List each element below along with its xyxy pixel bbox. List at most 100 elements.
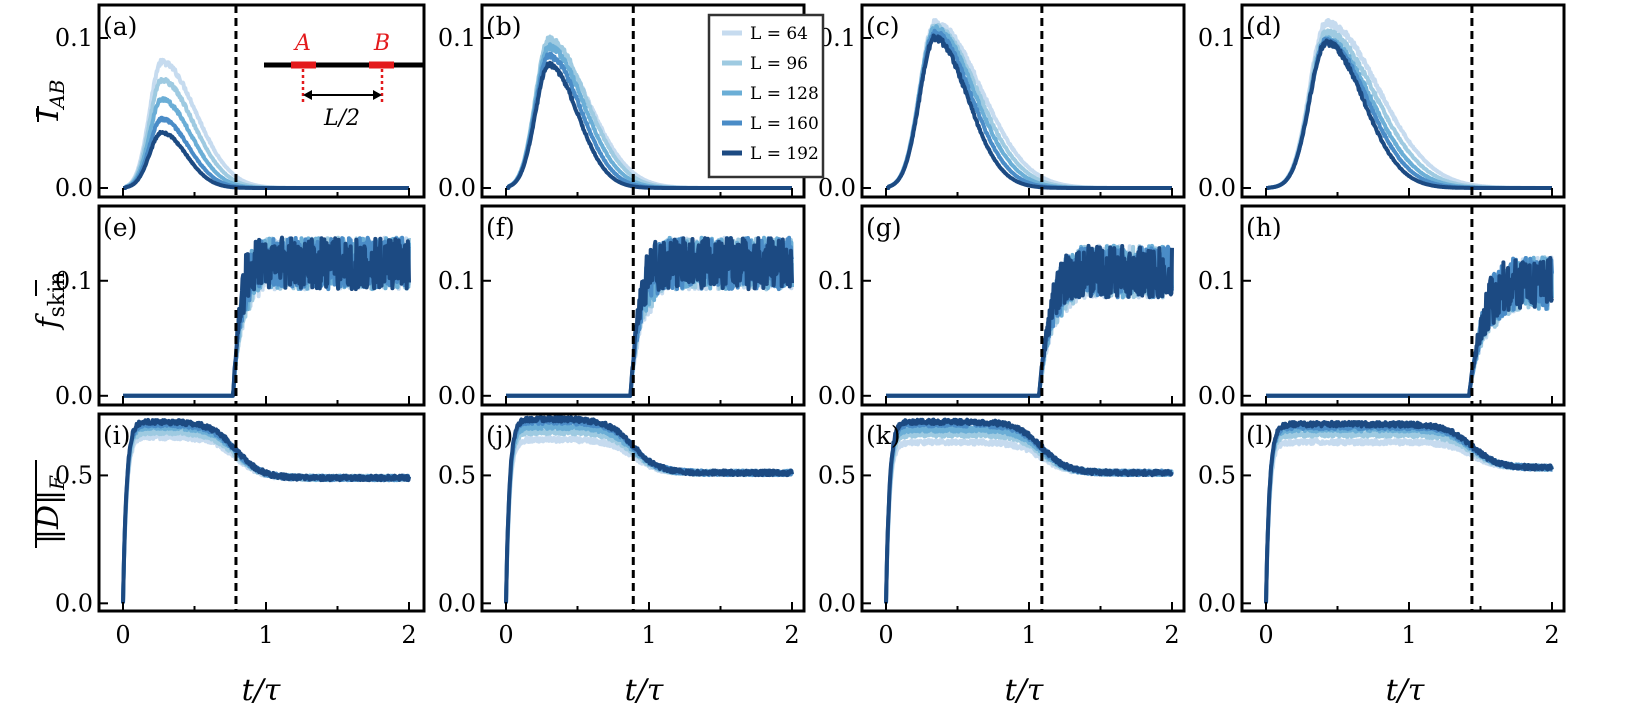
panel-I_AB-3-series-group xyxy=(1264,18,1554,190)
panel-D_F-3-series-2 xyxy=(1264,425,1554,604)
panel-D_F-1-xtick-label-1: 1 xyxy=(641,621,656,649)
panel-D_F-2-series-group xyxy=(884,417,1174,604)
panel-D_F-2-series-2 xyxy=(884,425,1174,604)
panel-I_AB-0-series-group xyxy=(121,57,411,190)
panel-D_F-3-series-1 xyxy=(1264,430,1554,604)
panel-I_AB-1-series-4 xyxy=(504,60,794,190)
panel-I_AB-0-ytick-label-0: 0.0 xyxy=(55,174,93,202)
panel-D_F-3-ytick-label-0: 0.0 xyxy=(1198,589,1236,617)
panel-f_skin-0-series-4 xyxy=(121,235,411,398)
panel-I_AB-0-ytick-label-1: 0.1 xyxy=(55,24,93,52)
panel-D_F-3-xtick-label-2: 2 xyxy=(1544,621,1559,649)
panel-D_F-1-series-group xyxy=(504,415,794,604)
panel-D_F-0-series-2 xyxy=(121,422,411,604)
panel-D_F-2-series-1 xyxy=(884,430,1174,604)
panel-f_skin-2-series-4 xyxy=(884,243,1174,398)
panel-D_F-2: 0.0 0.5 (k) 0 1 2 xyxy=(818,412,1186,649)
panel-D_F-2-series-0 xyxy=(884,438,1174,604)
panel-D_F-0-series-group xyxy=(121,417,411,604)
panel-D_F-2-label: (k) xyxy=(866,421,901,450)
legend-label-2: L = 128 xyxy=(750,84,819,104)
legend-item-4: L = 192 xyxy=(722,144,819,164)
panel-f_skin-0-frame xyxy=(97,204,426,407)
panel-f_skin-0-label: (e) xyxy=(103,213,137,242)
legend-item-2: L = 128 xyxy=(722,84,819,104)
panel-f_skin-3-frame xyxy=(1240,204,1566,407)
panel-f_skin-3-label: (h) xyxy=(1246,213,1282,242)
panel-I_AB-2-frame xyxy=(860,3,1186,199)
plot-layer: 0.00.1 (a)0.00.1 (b)0.00.1 (c)0.00.1 (d)0.00… xyxy=(55,3,1566,649)
inset-label-b: B xyxy=(373,31,390,56)
panel-D_F-1-series-3 xyxy=(504,417,794,604)
panel-f_skin-1-ytick-label-1: 0.1 xyxy=(438,267,476,295)
panel-I_AB-3-frame xyxy=(1240,3,1566,199)
panel-f_skin-0: 0.0 0.1 (e) xyxy=(55,204,426,410)
panel-I_AB-2: 0.00.1 (c) xyxy=(818,3,1186,202)
panel-D_F-2-xtick-label-2: 2 xyxy=(1164,621,1179,649)
panel-D_F-1-series-2 xyxy=(504,422,794,604)
legend-box xyxy=(707,13,825,179)
panel-D_F-1-ytick-label-0: 0.0 xyxy=(438,589,476,617)
panel-D_F-2-xtick-label-0: 0 xyxy=(878,621,893,649)
panel-D_F-3-series-3 xyxy=(1264,422,1554,604)
panel-D_F-0-ytick-label-0: 0.0 xyxy=(55,589,93,617)
xlabel-col-3: t/τ xyxy=(1386,673,1425,708)
panel-I_AB-0-series-3 xyxy=(121,115,411,190)
panel-f_skin-2-frame xyxy=(860,204,1186,407)
panel-I_AB-3: 0.0 0.1 (d) xyxy=(1198,3,1566,202)
panel-I_AB-1-series-group xyxy=(504,34,794,190)
panel-I_AB-0-series-4 xyxy=(121,129,411,190)
panel-f_skin-3: 0.0 0.1 (h) xyxy=(1198,204,1566,410)
legend-label-3: L = 160 xyxy=(750,114,819,134)
panel-D_F-1-xtick-label-2: 2 xyxy=(784,621,799,649)
panel-D_F-0-ytick-label-1: 0.5 xyxy=(55,461,93,489)
panel-I_AB-3-ytick-label-0: 0.0 xyxy=(1198,174,1236,202)
panel-f_skin-3-series-4 xyxy=(1264,256,1554,398)
panel-D_F-3-label: (l) xyxy=(1246,421,1274,450)
panel-D_F-1-series-4 xyxy=(504,415,794,604)
panel-D_F-3-xtick-label-0: 0 xyxy=(1258,621,1273,649)
panel-D_F-1-xtick-label-0: 0 xyxy=(498,621,513,649)
panel-I_AB-1-label: (b) xyxy=(486,12,522,41)
panel-I_AB-2-series-4 xyxy=(884,33,1174,190)
panel-D_F-0-series-1 xyxy=(121,427,411,604)
svg-text:IAB: IAB xyxy=(31,80,69,122)
panel-f_skin-1-series-group xyxy=(504,235,794,398)
panel-f_skin-2-label: (g) xyxy=(866,213,902,242)
legend-item-1: L = 96 xyxy=(722,54,808,74)
panel-f_skin-1-series-4 xyxy=(504,236,794,398)
panel-I_AB-3-ytick-label-1: 0.1 xyxy=(1198,24,1236,52)
panel-I_AB-0-label: (a) xyxy=(103,12,137,41)
panel-D_F-0-xtick-label-2: 2 xyxy=(401,621,416,649)
panel-D_F-2-xtick-label-1: 1 xyxy=(1021,621,1036,649)
inset-label-a: A xyxy=(293,31,311,56)
panel-D_F-0-series-4 xyxy=(121,417,411,604)
panel-f_skin-1-ytick-label-0: 0.0 xyxy=(438,382,476,410)
panel-D_F-0-xtick-label-1: 1 xyxy=(258,621,273,649)
inset-distance-label: L/2 xyxy=(323,106,360,131)
panel-D_F-0-label: (i) xyxy=(103,421,131,450)
panel-I_AB-2-ytick-label-0: 0.0 xyxy=(818,174,856,202)
xlabel-col-1: t/τ xyxy=(625,673,664,708)
panel-f_skin-2-ytick-label-1: 0.1 xyxy=(818,267,856,295)
panel-D_F-2-series-4 xyxy=(884,417,1174,604)
panel-D_F-1-label: (j) xyxy=(486,421,513,450)
legend-label-1: L = 96 xyxy=(750,54,808,74)
inset-arrowhead-left xyxy=(303,90,312,100)
panel-D_F-3-xtick-label-1: 1 xyxy=(1401,621,1416,649)
legend-label-0: L = 64 xyxy=(750,24,808,44)
panel-D_F-3-frame xyxy=(1240,412,1566,613)
panel-I_AB-2-series-group xyxy=(884,18,1174,190)
panel-D_F-3-series-4 xyxy=(1264,419,1554,604)
panel-D_F-3-series-group xyxy=(1264,419,1554,604)
panel-I_AB-3-series-4 xyxy=(1264,38,1554,190)
xlabel-col-0: t/τ xyxy=(242,673,281,708)
panel-I_AB-1: 0.0 0.1 (b) xyxy=(438,3,806,202)
panel-D_F-1-frame xyxy=(480,412,806,613)
panel-f_skin-2: 0.0 0.1 (g) xyxy=(818,204,1186,410)
legend-item-0: L = 64 xyxy=(722,24,808,44)
panel-D_F-3: 0.0 0.5 (l) 0 1 2 xyxy=(1198,412,1566,649)
panel-D_F-0-frame xyxy=(97,412,426,613)
panel-f_skin-3-ytick-label-1: 0.1 xyxy=(1198,267,1236,295)
